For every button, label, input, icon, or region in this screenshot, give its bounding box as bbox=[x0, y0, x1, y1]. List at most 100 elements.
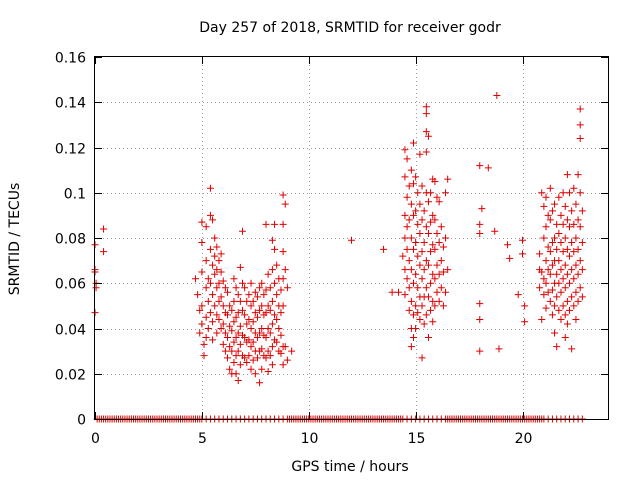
data-point bbox=[268, 266, 276, 274]
data-point bbox=[444, 175, 452, 183]
data-point bbox=[424, 334, 432, 342]
data-point bbox=[566, 252, 574, 260]
data-point bbox=[572, 234, 580, 242]
data-point bbox=[414, 220, 422, 228]
data-point bbox=[247, 325, 255, 332]
data-point bbox=[574, 297, 582, 305]
data-point bbox=[563, 171, 571, 179]
data-point bbox=[403, 245, 411, 253]
data-point bbox=[412, 302, 420, 310]
data-point bbox=[495, 345, 503, 353]
data-point bbox=[249, 297, 257, 305]
data-point bbox=[557, 266, 565, 274]
data-point bbox=[249, 356, 257, 364]
data-point bbox=[414, 189, 422, 197]
data-point bbox=[266, 352, 274, 360]
data-point bbox=[416, 261, 424, 269]
data-point bbox=[275, 325, 283, 332]
data-point bbox=[422, 148, 430, 156]
data-point bbox=[245, 352, 253, 360]
data-point bbox=[478, 205, 486, 213]
data-point bbox=[268, 361, 276, 369]
data-point bbox=[576, 121, 584, 129]
data-point bbox=[429, 270, 437, 278]
data-point bbox=[262, 334, 270, 342]
data-point bbox=[395, 288, 403, 296]
data-point bbox=[221, 284, 229, 292]
data-point bbox=[442, 288, 450, 296]
data-point bbox=[536, 284, 544, 292]
data-point bbox=[215, 279, 223, 287]
data-point bbox=[219, 277, 227, 285]
data-point bbox=[230, 338, 238, 346]
data-point bbox=[548, 311, 556, 319]
data-point bbox=[234, 347, 242, 355]
data-point bbox=[253, 354, 261, 362]
data-point bbox=[429, 211, 437, 219]
data-point bbox=[493, 91, 501, 99]
data-point bbox=[407, 234, 415, 242]
data-point bbox=[288, 347, 296, 355]
data-point bbox=[232, 352, 240, 360]
data-point bbox=[439, 268, 447, 276]
data-point bbox=[407, 297, 415, 305]
data-point bbox=[405, 182, 413, 190]
data-point bbox=[247, 343, 255, 351]
data-point bbox=[247, 279, 255, 287]
data-point bbox=[262, 309, 270, 317]
data-point bbox=[279, 248, 287, 256]
data-point bbox=[230, 275, 238, 283]
data-point bbox=[219, 320, 227, 328]
data-point bbox=[253, 313, 261, 321]
data-point bbox=[540, 234, 548, 242]
data-point bbox=[418, 302, 426, 310]
data-point bbox=[424, 293, 432, 301]
data-point bbox=[202, 223, 210, 231]
data-point bbox=[236, 340, 244, 348]
data-point bbox=[574, 171, 582, 179]
data-point bbox=[504, 241, 512, 249]
plot-frame bbox=[94, 56, 609, 420]
data-point bbox=[258, 365, 266, 373]
data-point bbox=[576, 223, 584, 231]
data-point bbox=[555, 257, 563, 265]
data-point bbox=[388, 288, 396, 296]
data-point bbox=[100, 225, 108, 233]
data-point bbox=[418, 248, 426, 256]
data-point bbox=[219, 340, 227, 348]
data-point bbox=[271, 279, 279, 287]
data-point bbox=[418, 275, 426, 283]
data-point bbox=[230, 318, 238, 326]
data-point bbox=[209, 336, 217, 344]
data-point bbox=[238, 279, 246, 287]
data-point bbox=[204, 297, 212, 305]
data-point bbox=[561, 284, 569, 292]
y-tick-label: 0.02 bbox=[55, 368, 86, 384]
data-point bbox=[476, 347, 484, 355]
data-point bbox=[442, 234, 450, 242]
data-point bbox=[256, 379, 264, 387]
data-point bbox=[281, 200, 289, 208]
data-point bbox=[542, 279, 550, 287]
data-point bbox=[258, 302, 266, 310]
data-point bbox=[431, 245, 439, 253]
data-point bbox=[576, 105, 584, 113]
data-point bbox=[553, 343, 561, 351]
data-point bbox=[570, 302, 578, 310]
data-point bbox=[551, 302, 559, 310]
data-point bbox=[433, 193, 441, 201]
x-tick-label: 10 bbox=[301, 431, 319, 447]
data-layer bbox=[91, 91, 586, 423]
data-point bbox=[236, 297, 244, 305]
data-point bbox=[266, 329, 274, 337]
data-point bbox=[279, 220, 287, 228]
data-point bbox=[226, 365, 234, 373]
data-point bbox=[234, 377, 242, 385]
data-point bbox=[194, 291, 202, 299]
data-point bbox=[570, 275, 578, 283]
data-point bbox=[230, 358, 238, 366]
data-point bbox=[202, 313, 210, 321]
data-point bbox=[437, 257, 445, 265]
data-point bbox=[568, 239, 576, 247]
